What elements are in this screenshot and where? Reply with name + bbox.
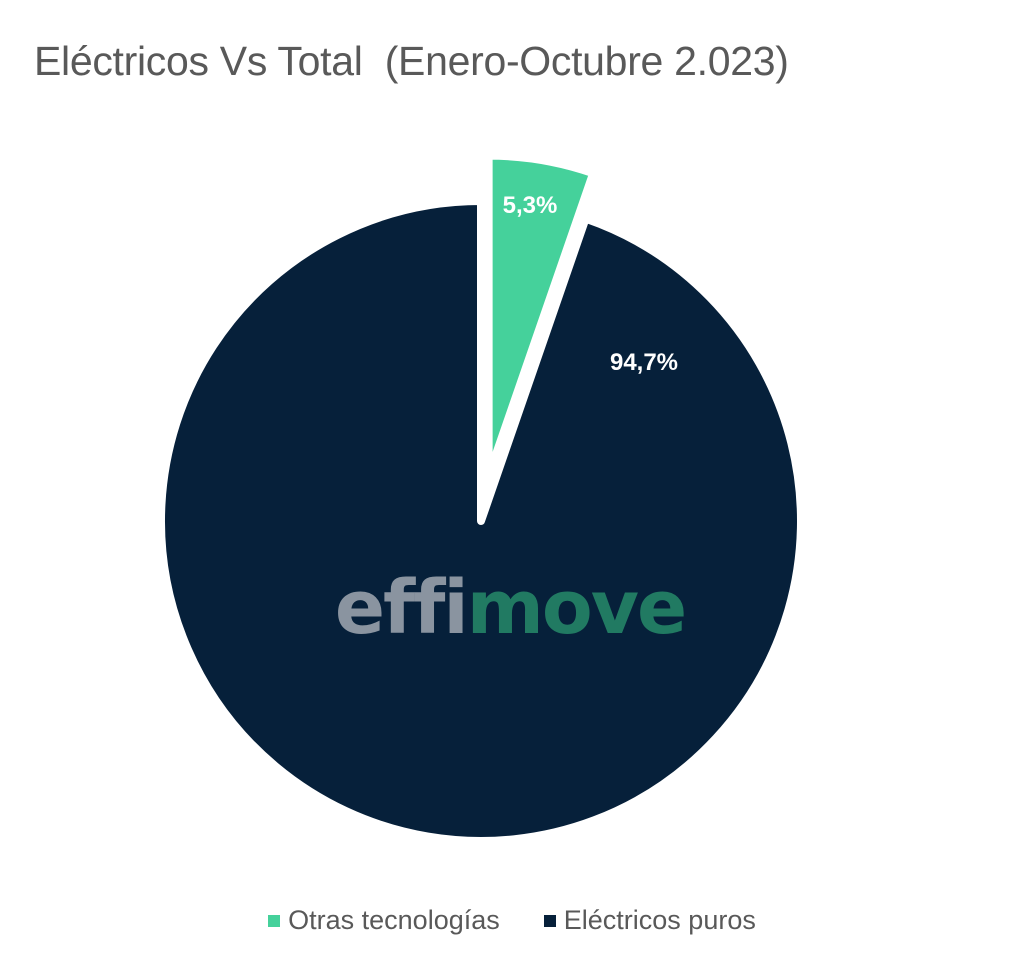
legend-item-otras[interactable]: Otras tecnologías [268,905,500,936]
slice-label-electricos: 94,7% [610,349,678,376]
legend-swatch-electricos [543,914,556,927]
legend-label-otras: Otras tecnologías [288,905,500,935]
pie-slice-electricos[interactable] [157,197,805,845]
legend: Otras tecnologías Eléctricos puros [0,905,1024,936]
legend-item-electricos[interactable]: Eléctricos puros [543,905,756,936]
legend-swatch-otras [268,914,281,927]
slice-label-otras: 5,3% [503,192,558,219]
watermark-logo: effimove [335,565,685,651]
watermark-part2: move [467,565,685,651]
watermark-part1: effi [335,565,467,651]
legend-label-electricos: Eléctricos puros [563,905,756,935]
chart-title: Eléctricos Vs Total (Enero-Octubre 2.023… [34,38,789,84]
pie-slice-otras[interactable] [484,151,598,480]
